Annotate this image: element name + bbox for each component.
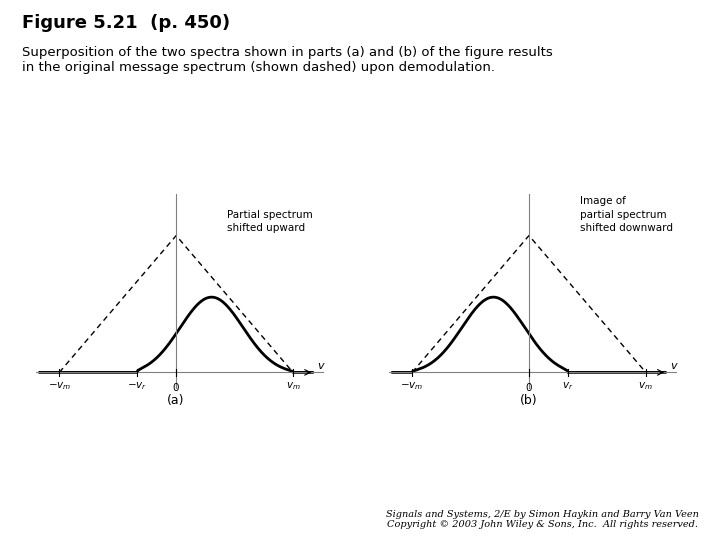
Text: (a): (a)	[167, 394, 185, 407]
Text: Partial spectrum
shifted upward: Partial spectrum shifted upward	[227, 210, 312, 233]
Text: $v_m$: $v_m$	[286, 381, 300, 393]
Text: Image of
partial spectrum
shifted downward: Image of partial spectrum shifted downwa…	[580, 197, 672, 233]
Text: Superposition of the two spectra shown in parts (a) and (b) of the figure result: Superposition of the two spectra shown i…	[22, 46, 552, 74]
Text: Figure 5.21  (p. 450): Figure 5.21 (p. 450)	[22, 14, 230, 31]
Text: $-v_m$: $-v_m$	[48, 381, 71, 393]
Text: $-v_m$: $-v_m$	[400, 381, 424, 393]
Text: $v_r$: $v_r$	[562, 381, 574, 393]
Text: Signals and Systems, 2/E by Simon Haykin and Barry Van Veen
Copyright © 2003 Joh: Signals and Systems, 2/E by Simon Haykin…	[385, 510, 698, 529]
Text: $0$: $0$	[172, 381, 180, 393]
Text: v: v	[317, 361, 323, 371]
Text: $v_m$: $v_m$	[639, 381, 653, 393]
Text: v: v	[670, 361, 676, 371]
Text: (b): (b)	[520, 394, 538, 407]
Text: $-v_r$: $-v_r$	[127, 381, 148, 393]
Text: $0$: $0$	[525, 381, 533, 393]
